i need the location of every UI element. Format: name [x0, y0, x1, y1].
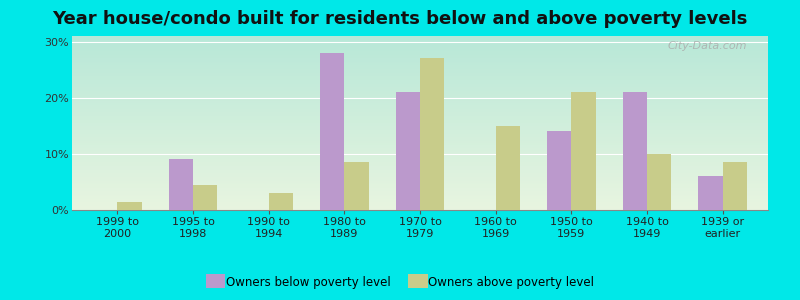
Bar: [320, 53, 344, 210]
Bar: [496, 126, 520, 210]
Bar: [647, 154, 671, 210]
Bar: [571, 92, 595, 210]
Bar: [547, 131, 571, 210]
Bar: [698, 176, 722, 210]
Bar: [118, 202, 142, 210]
Text: Year house/condo built for residents below and above poverty levels: Year house/condo built for residents bel…: [52, 11, 748, 28]
Bar: [269, 193, 293, 210]
Text: City-Data.com: City-Data.com: [668, 41, 747, 51]
Bar: [169, 160, 193, 210]
Bar: [722, 162, 747, 210]
Bar: [344, 162, 369, 210]
Bar: [193, 185, 218, 210]
Legend: Owners below poverty level, Owners above poverty level: Owners below poverty level, Owners above…: [201, 272, 599, 294]
Bar: [396, 92, 420, 210]
Bar: [622, 92, 647, 210]
Bar: [420, 58, 444, 210]
